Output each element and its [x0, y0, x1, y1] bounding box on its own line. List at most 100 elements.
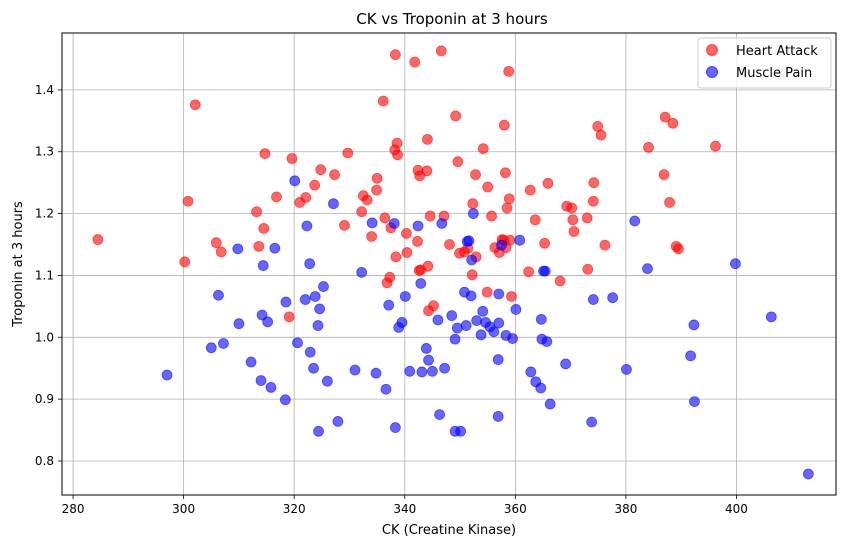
data-point-muscle-pain: [492, 354, 504, 365]
data-point-muscle-pain: [205, 342, 217, 354]
data-point-heart-attack: [342, 147, 354, 159]
data-point-heart-attack: [643, 142, 654, 153]
plot-frame: [61, 32, 837, 496]
x-tick-label: 320: [283, 502, 306, 516]
data-point-heart-attack: [283, 311, 295, 323]
data-point-muscle-pain: [525, 366, 537, 378]
data-point-heart-attack: [595, 129, 607, 141]
plot-area: [62, 33, 836, 495]
data-point-muscle-pain: [312, 320, 324, 331]
data-point-muscle-pain: [586, 416, 598, 428]
data-point-heart-attack: [379, 212, 391, 224]
data-point-heart-attack: [179, 256, 191, 268]
legend: Heart Attack Muscle Pain: [697, 37, 832, 89]
data-point-muscle-pain: [514, 234, 526, 246]
y-tick-label: 1.1: [35, 268, 54, 282]
data-point-muscle-pain: [232, 243, 244, 255]
y-tick-label: 1.4: [35, 83, 54, 97]
data-point-muscle-pain: [412, 220, 424, 232]
data-point-heart-attack: [524, 184, 536, 196]
data-point-muscle-pain: [213, 289, 224, 301]
data-point-muscle-pain: [289, 175, 301, 187]
x-axis-ticks: 280 300 320 340 360 380 400: [62, 495, 748, 516]
data-point-heart-attack: [501, 202, 513, 214]
data-point-muscle-pain: [507, 333, 518, 344]
data-point-heart-attack: [498, 119, 510, 131]
data-point-heart-attack: [499, 167, 511, 179]
data-point-heart-attack: [412, 236, 423, 247]
data-point-heart-attack: [542, 177, 554, 189]
data-point-muscle-pain: [560, 358, 572, 370]
data-point-muscle-pain: [432, 314, 444, 326]
data-point-heart-attack: [259, 148, 271, 160]
data-point-heart-attack: [444, 239, 455, 250]
data-point-heart-attack: [658, 169, 670, 181]
data-point-muscle-pain: [420, 343, 432, 354]
data-point-heart-attack: [271, 191, 282, 203]
data-point-muscle-pain: [496, 239, 507, 251]
data-point-muscle-pain: [389, 422, 401, 433]
data-point-muscle-pain: [257, 260, 269, 271]
data-point-heart-attack: [371, 184, 382, 196]
data-point-heart-attack: [477, 143, 489, 155]
data-point-muscle-pain: [436, 218, 448, 229]
data-point-heart-attack: [251, 206, 263, 218]
data-point-muscle-pain: [423, 354, 434, 366]
data-point-heart-attack: [361, 194, 373, 206]
data-point-muscle-pain: [544, 398, 556, 410]
data-point-heart-attack: [329, 169, 340, 181]
data-point-heart-attack: [424, 210, 436, 222]
data-point-muscle-pain: [439, 362, 450, 374]
data-point-heart-attack: [366, 231, 378, 242]
data-point-heart-attack: [470, 169, 481, 181]
data-point-muscle-pain: [587, 294, 599, 305]
data-point-muscle-pain: [493, 288, 505, 300]
y-tick-label: 1.0: [35, 330, 54, 344]
grid-lines: [62, 33, 836, 495]
data-point-muscle-pain: [449, 333, 461, 345]
data-point-muscle-pain: [309, 291, 321, 302]
data-point-muscle-pain: [388, 218, 400, 229]
data-point-muscle-pain: [301, 220, 313, 232]
data-point-muscle-pain: [802, 468, 814, 480]
data-point-muscle-pain: [765, 311, 777, 323]
data-point-muscle-pain: [466, 254, 478, 266]
data-point-heart-attack: [659, 111, 671, 123]
data-point-muscle-pain: [292, 337, 303, 349]
y-tick-label: 1.2: [35, 207, 54, 221]
data-point-heart-attack: [568, 226, 580, 237]
data-point-muscle-pain: [416, 366, 428, 378]
data-point-heart-attack: [466, 269, 478, 281]
data-point-muscle-pain: [265, 381, 277, 393]
data-point-muscle-pain: [642, 263, 653, 275]
data-point-heart-attack: [450, 110, 462, 122]
data-point-muscle-pain: [541, 336, 553, 348]
data-point-muscle-pain: [463, 235, 475, 247]
data-point-muscle-pain: [629, 215, 641, 227]
data-point-heart-attack: [481, 286, 493, 298]
y-tick-label: 1.3: [35, 145, 54, 159]
data-point-muscle-pain: [471, 315, 483, 326]
data-point-muscle-pain: [161, 369, 173, 381]
data-point-muscle-pain: [314, 303, 326, 315]
data-point-muscle-pain: [446, 310, 458, 322]
data-point-heart-attack: [503, 65, 515, 77]
data-point-heart-attack: [401, 247, 413, 258]
data-point-muscle-pain: [304, 258, 316, 270]
data-point-heart-attack: [581, 212, 593, 224]
data-point-heart-attack: [384, 271, 396, 283]
x-tick-label: 340: [393, 502, 416, 516]
legend-label-heart-attack: Heart Attack: [736, 44, 818, 59]
x-tick-label: 380: [614, 502, 637, 516]
data-point-heart-attack: [182, 195, 194, 207]
data-point-muscle-pain: [460, 320, 472, 331]
data-point-muscle-pain: [366, 217, 378, 229]
y-tick-label: 0.8: [35, 454, 54, 468]
data-point-heart-attack: [506, 291, 517, 302]
data-point-muscle-pain: [308, 362, 319, 374]
data-point-muscle-pain: [488, 326, 500, 338]
data-point-muscle-pain: [434, 409, 446, 420]
data-point-muscle-pain: [510, 304, 522, 315]
data-point-muscle-pain: [262, 316, 274, 328]
